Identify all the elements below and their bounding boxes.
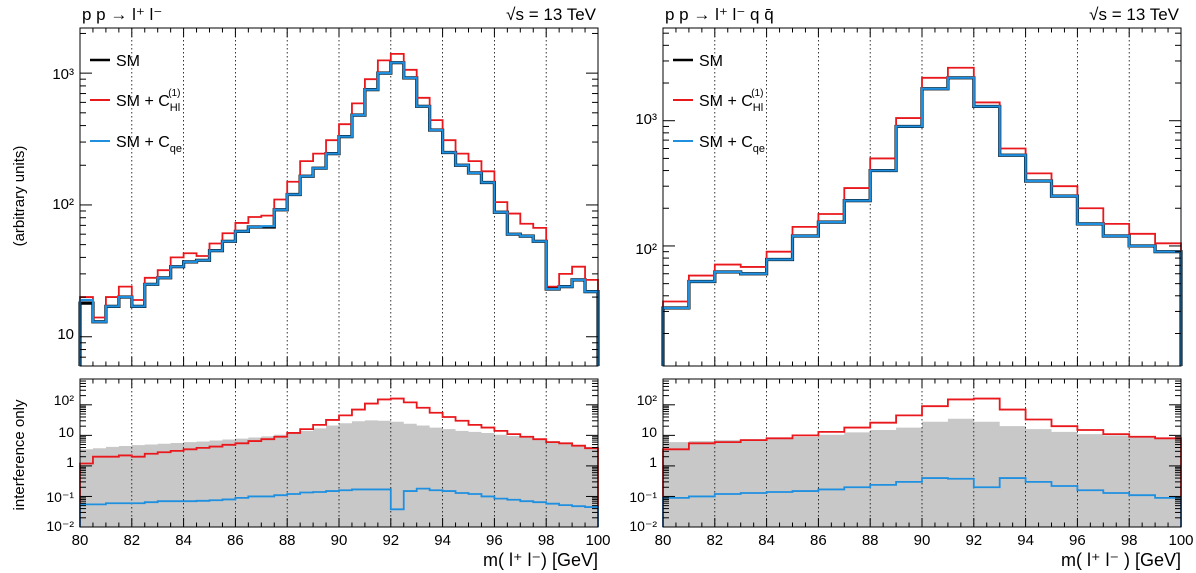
left-main-ticks xyxy=(79,28,599,367)
xtick-label-88: 88 xyxy=(862,532,879,549)
xtick-label-90: 90 xyxy=(331,532,348,549)
series-sm-c-hl-1- xyxy=(79,52,599,366)
xtick-label-86: 86 xyxy=(810,532,827,549)
xtick-label-90: 90 xyxy=(914,532,931,549)
xtick-label-94: 94 xyxy=(434,532,451,549)
left-main-histograms xyxy=(78,52,600,366)
xtick-label-86: 86 xyxy=(227,532,244,549)
xtick-label-100: 100 xyxy=(1168,532,1193,549)
right-main-ticks xyxy=(662,28,1182,366)
series-sm-c-qe xyxy=(661,76,1183,366)
series-sm-c-hl-1- xyxy=(662,397,1182,527)
xtick-label-84: 84 xyxy=(175,532,192,549)
xtick-label-80: 80 xyxy=(655,532,672,549)
xtick-label-82: 82 xyxy=(123,532,140,549)
series-sm-c-qe xyxy=(662,477,1182,527)
right-ratio-ytick-1: 1 xyxy=(649,454,657,470)
right-legend-cqe: SM + Cqe xyxy=(699,134,765,155)
left-y-axis-label: (arbitrary units) xyxy=(11,146,28,247)
right-ratio-fills xyxy=(663,418,1181,527)
left-x-axis-label: m( l⁺ l⁻) [GeV] xyxy=(483,550,598,570)
left-legend: SM SM + CHl(1) SM + Cqe xyxy=(90,53,182,155)
right-ratio-ticks xyxy=(662,378,1182,528)
left-ratio-histograms xyxy=(79,397,599,527)
left-main-ytick-100: 10² xyxy=(52,196,74,213)
left-main-ytick-1000: 10³ xyxy=(52,66,74,83)
left-ratio-ytick-1: 1 xyxy=(66,454,74,470)
right-ratio-grid xyxy=(714,379,1130,527)
right-ratio-xtick-labels: 80 82 84 86 88 90 92 94 96 98 100 xyxy=(655,532,1194,549)
left-ratio-ticks xyxy=(79,378,599,528)
xtick-label-92: 92 xyxy=(382,532,399,549)
left-legend-sm: SM xyxy=(116,53,140,70)
left-ratio-ytick-0.1: 10⁻¹ xyxy=(46,489,74,505)
xtick-label-100: 100 xyxy=(585,532,610,549)
left-ratio-ytick-100: 10² xyxy=(54,392,75,408)
right-main-histograms xyxy=(661,66,1183,366)
series-sm-band xyxy=(663,418,1181,527)
right-ratio-histograms xyxy=(662,397,1182,527)
xtick-label-96: 96 xyxy=(1069,532,1086,549)
right-process-label: p p → l⁺ l⁻ q q̄ xyxy=(665,5,774,24)
left-ratio-ytick-10: 10 xyxy=(58,424,74,440)
right-energy-label: √s = 13 TeV xyxy=(1089,5,1179,24)
left-process-label: p p → l⁺ l⁻ xyxy=(82,5,162,24)
right-legend-chl: SM + CHl(1) xyxy=(699,88,763,114)
xtick-label-88: 88 xyxy=(279,532,296,549)
left-ratio-y-axis-label: interference only xyxy=(11,399,28,510)
right-ratio-ytick-0.1: 10⁻¹ xyxy=(629,489,657,505)
left-ratio-xtick-labels: 80 82 84 86 88 90 92 94 96 98 100 xyxy=(72,532,611,549)
series-sm-c-qe xyxy=(78,61,600,366)
right-legend-sm: SM xyxy=(699,53,723,70)
left-legend-chl: SM + CHl(1) xyxy=(116,88,180,114)
left-main-ytick-10: 10 xyxy=(57,326,74,343)
left-legend-cqe: SM + Cqe xyxy=(116,134,182,155)
series-sm-c-qe xyxy=(79,487,599,527)
right-legend: SM SM + CHl(1) SM + Cqe xyxy=(673,53,765,155)
xtick-label-80: 80 xyxy=(72,532,89,549)
xtick-label-98: 98 xyxy=(1121,532,1138,549)
right-ratio-ytick-10: 10 xyxy=(641,424,657,440)
left-energy-label: √s = 13 TeV xyxy=(506,5,596,24)
left-main-grid xyxy=(131,28,547,366)
right-main-ytick-100: 10² xyxy=(635,241,657,258)
right-ratio-ytick-100: 10² xyxy=(637,392,658,408)
right-x-axis-label: m( l⁺ l⁻ ) [GeV] xyxy=(1061,550,1181,570)
right-main-ytick-1000: 10³ xyxy=(635,111,657,128)
xtick-label-84: 84 xyxy=(758,532,775,549)
left-main-panel: p p → l⁺ l⁻ √s = 13 TeV (arbitrary units… xyxy=(11,5,600,367)
left-ratio-panel: 80 82 84 86 88 90 92 94 96 98 100 interference onl… xyxy=(11,378,611,570)
xtick-label-98: 98 xyxy=(538,532,555,549)
right-ratio-ytick-0.01: 10⁻² xyxy=(629,518,657,534)
right-main-panel: p p → l⁺ l⁻ q q̄ √s = 13 TeV 10² 10³ SM … xyxy=(635,5,1183,367)
xtick-label-94: 94 xyxy=(1017,532,1034,549)
left-ratio-grid xyxy=(131,379,547,527)
xtick-label-82: 82 xyxy=(706,532,723,549)
xtick-label-96: 96 xyxy=(486,532,503,549)
xtick-label-92: 92 xyxy=(965,532,982,549)
right-ratio-panel: 80 82 84 86 88 90 92 94 96 98 100 10⁻² 10⁻¹ 1 10 1… xyxy=(629,378,1194,570)
left-ratio-ytick-0.01: 10⁻² xyxy=(46,518,74,534)
series-sm-c-hl-1- xyxy=(79,397,599,527)
